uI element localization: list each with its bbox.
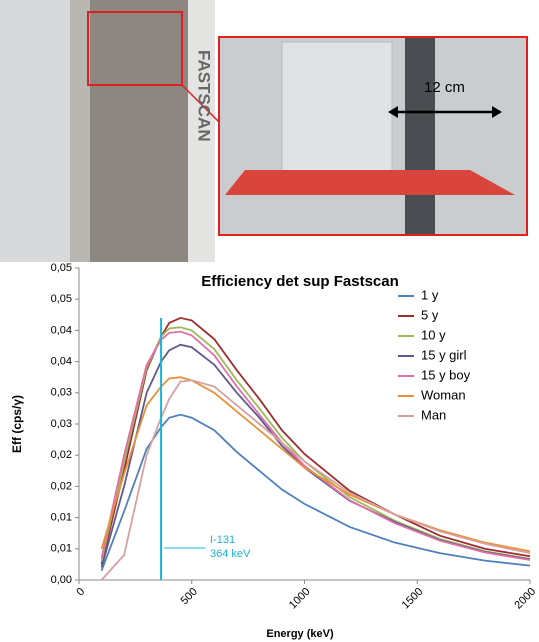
series-line	[100, 330, 531, 561]
legend-label: 1 y	[421, 287, 439, 302]
legend-label: 5 y	[421, 307, 439, 322]
chart-title: Efficiency det sup Fastscan	[201, 273, 399, 290]
legend-label: 10 y	[421, 327, 446, 342]
y-tick-label: 0,03	[51, 387, 72, 399]
zoom-box	[87, 11, 183, 86]
arrow-head	[492, 106, 502, 118]
series-line	[100, 379, 531, 581]
series-line	[100, 413, 531, 571]
x-tick-label: 2000	[512, 586, 538, 612]
y-tick-label: 0,04	[51, 356, 72, 368]
annotation-text: I-131	[210, 534, 235, 546]
legend-label: Woman	[421, 387, 466, 402]
y-tick-label: 0,03	[51, 418, 72, 430]
zoom-arrow	[181, 84, 223, 126]
y-tick-label: 0,05	[51, 262, 72, 274]
y-axis-title: Eff (cps/γ)	[10, 395, 24, 453]
y-tick-label: 0,01	[51, 543, 72, 555]
y-tick-label: 0,02	[51, 480, 72, 492]
x-tick-label: 1500	[400, 586, 426, 612]
phantom-cylinder	[281, 41, 393, 183]
dimension-label: 12 cm	[424, 79, 465, 96]
photo-wall	[0, 0, 70, 262]
photo-panel	[90, 0, 190, 262]
y-tick-label: 0,00	[51, 574, 72, 586]
y-tick-label: 0,01	[51, 512, 72, 524]
annotation-text: 364 keV	[210, 548, 251, 560]
y-tick-label: 0,05	[51, 293, 72, 305]
photo-column	[188, 0, 215, 262]
x-axis-title: Energy (keV)	[266, 628, 334, 640]
y-tick-label: 0,02	[51, 449, 72, 461]
brand-text: FASTSCAN	[195, 50, 214, 142]
y-tick-label: 0,04	[51, 324, 72, 336]
x-tick-label: 1000	[287, 586, 313, 612]
legend-label: Man	[421, 407, 446, 422]
arrow-head	[388, 106, 398, 118]
x-tick-label: 500	[178, 586, 199, 607]
red-plate	[225, 170, 515, 195]
x-tick-label: 0	[74, 586, 87, 599]
detector-edge	[405, 38, 435, 234]
series-line	[100, 343, 531, 568]
legend-label: 15 y boy	[421, 367, 471, 382]
legend-label: 15 y girl	[421, 347, 467, 362]
